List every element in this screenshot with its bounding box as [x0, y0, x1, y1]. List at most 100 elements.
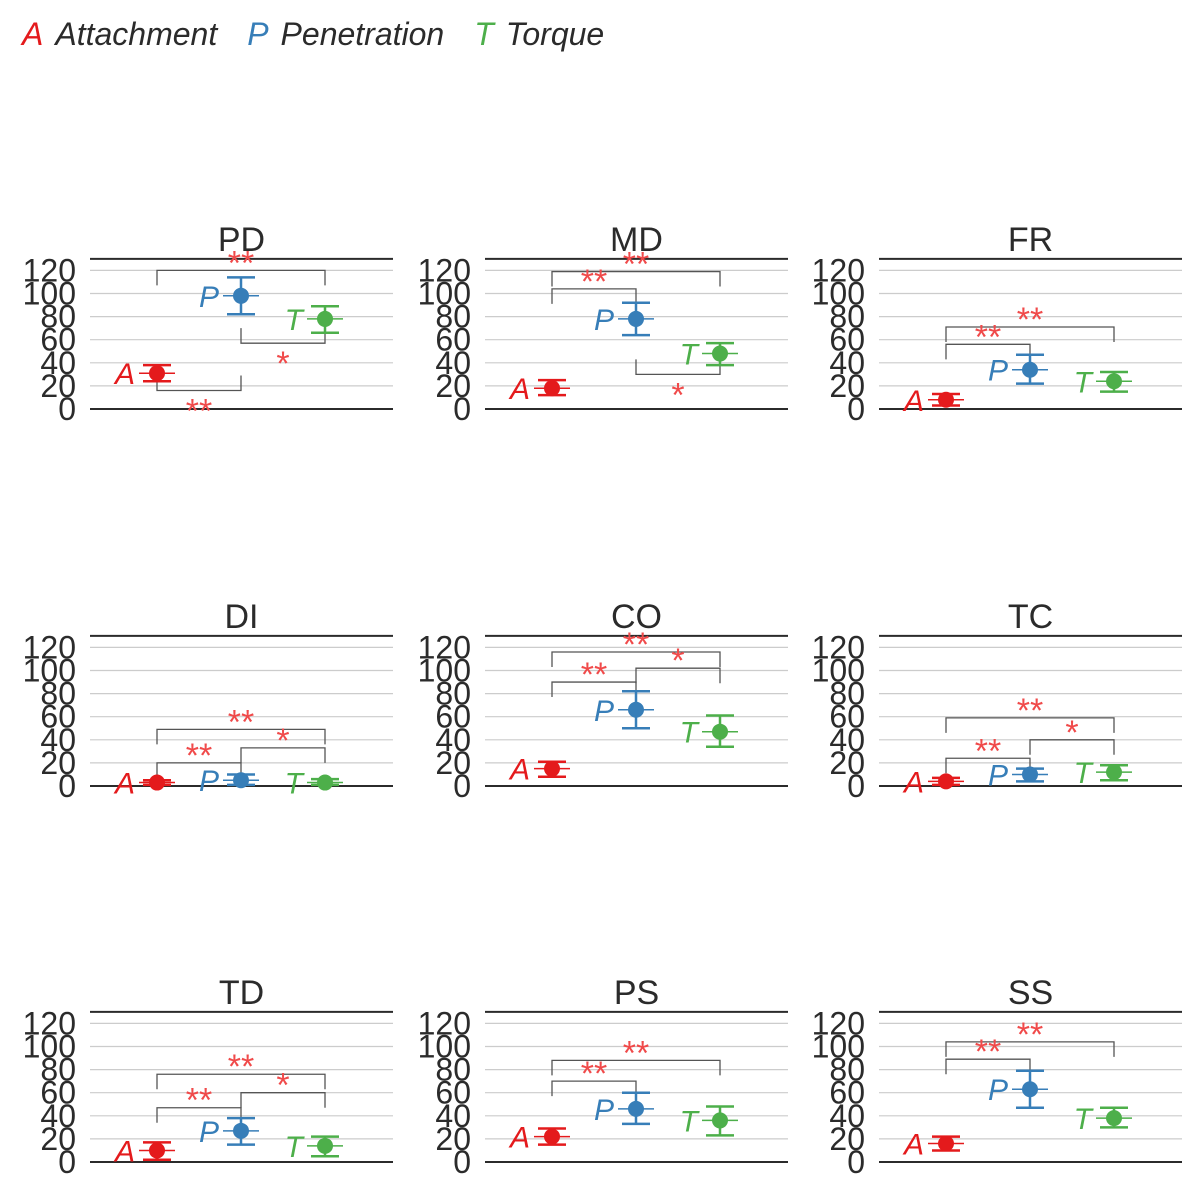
- significance-bracket: [551, 1059, 721, 1076]
- significance-stars: *: [1065, 714, 1078, 752]
- significance-stars: **: [228, 244, 254, 282]
- significance-bracket: [945, 717, 1115, 733]
- mean-point: [1022, 361, 1038, 378]
- y-tick-label: 80: [435, 676, 471, 712]
- group-label: A: [508, 1122, 530, 1155]
- significance-bracket: [1029, 739, 1115, 755]
- significance-stars: **: [975, 1033, 1001, 1071]
- y-tick-label: 0: [58, 391, 76, 427]
- y-tick-label: 20: [435, 1121, 471, 1157]
- y-tick-label: 40: [40, 1098, 76, 1134]
- y-tick-label: 0: [58, 1144, 76, 1180]
- group-label: T: [1074, 1103, 1095, 1136]
- significance-stars: **: [1017, 1016, 1043, 1054]
- significance-stars: **: [186, 393, 212, 431]
- y-tick-label: 0: [453, 1144, 471, 1180]
- y-tick-label: 80: [435, 299, 471, 335]
- y-tick-label: 80: [829, 1052, 865, 1088]
- y-tick-label: 100: [418, 276, 471, 312]
- mean-point: [712, 1112, 728, 1129]
- y-tick-label: 40: [40, 345, 76, 381]
- significance-stars: **: [186, 1082, 212, 1120]
- significance-stars: *: [276, 1067, 289, 1105]
- panel-title: MD: [610, 221, 663, 259]
- y-tick-label: 0: [453, 768, 471, 804]
- y-tick-label: 40: [435, 1098, 471, 1134]
- mean-point: [149, 774, 165, 791]
- group-label: A: [113, 1135, 135, 1168]
- significance-stars: **: [228, 1048, 254, 1086]
- mean-point: [317, 1137, 333, 1154]
- y-tick-label: 40: [435, 722, 471, 758]
- panel-title: DI: [225, 598, 259, 636]
- mean-point: [544, 1128, 560, 1145]
- panel-title: SS: [1008, 974, 1053, 1012]
- group-label: P: [199, 281, 219, 314]
- mean-point: [544, 760, 560, 777]
- group-label: P: [199, 765, 219, 798]
- significance-bracket: [635, 667, 721, 684]
- significance-stars: **: [581, 1055, 607, 1093]
- y-tick-label: 100: [418, 653, 471, 689]
- y-tick-label: 0: [58, 768, 76, 804]
- legend-letter: T: [474, 15, 494, 52]
- significance-stars: *: [671, 376, 684, 414]
- significance-stars: *: [276, 345, 289, 383]
- panel-title: FR: [1008, 221, 1053, 259]
- legend-letter: A: [22, 15, 44, 52]
- y-tick-label: 100: [23, 653, 76, 689]
- y-tick-label: 40: [829, 722, 865, 758]
- mean-point: [317, 774, 333, 791]
- y-tick-label: 20: [829, 1121, 865, 1157]
- y-tick-label: 40: [40, 722, 76, 758]
- mean-point: [712, 723, 728, 740]
- mean-point: [233, 772, 249, 789]
- mean-point: [233, 1122, 249, 1139]
- significance-bracket: [551, 651, 721, 668]
- y-tick-label: 120: [418, 629, 471, 665]
- legend-letter: P: [247, 15, 269, 52]
- y-tick-label: 100: [812, 653, 865, 689]
- y-tick-label: 60: [435, 1075, 471, 1111]
- y-tick-label: 40: [829, 345, 865, 381]
- panel-title: CO: [611, 598, 662, 636]
- significance-stars: **: [186, 737, 212, 775]
- group-label: T: [285, 304, 306, 337]
- significance-stars: **: [228, 703, 254, 741]
- significance-bracket: [945, 326, 1115, 342]
- significance-stars: **: [581, 656, 607, 694]
- mean-point: [628, 310, 644, 327]
- y-tick-label: 120: [23, 1005, 76, 1041]
- legend-item-attachment: A Attachment: [22, 16, 217, 53]
- significance-bracket: [240, 328, 326, 344]
- y-tick-label: 20: [40, 368, 76, 404]
- y-tick-label: 60: [40, 322, 76, 358]
- panel-title: PD: [218, 221, 265, 259]
- significance-bracket: [156, 375, 242, 392]
- y-tick-label: 100: [23, 276, 76, 312]
- significance-bracket: [156, 1073, 326, 1090]
- mean-point: [1106, 1110, 1122, 1127]
- significance-bracket: [240, 1092, 326, 1108]
- mean-point: [149, 365, 165, 382]
- group-label: P: [594, 1094, 614, 1127]
- mean-point: [1022, 1081, 1038, 1098]
- y-tick-label: 80: [829, 299, 865, 335]
- significance-bracket: [240, 747, 326, 763]
- y-tick-label: 80: [40, 1052, 76, 1088]
- y-tick-label: 60: [40, 1075, 76, 1111]
- y-tick-label: 120: [812, 1005, 865, 1041]
- legend-item-penetration: P Penetration: [247, 16, 444, 53]
- significance-bracket: [156, 1107, 242, 1123]
- y-tick-label: 60: [829, 699, 865, 735]
- y-tick-label: 20: [435, 368, 471, 404]
- significance-bracket: [635, 359, 721, 375]
- group-label: T: [680, 339, 701, 372]
